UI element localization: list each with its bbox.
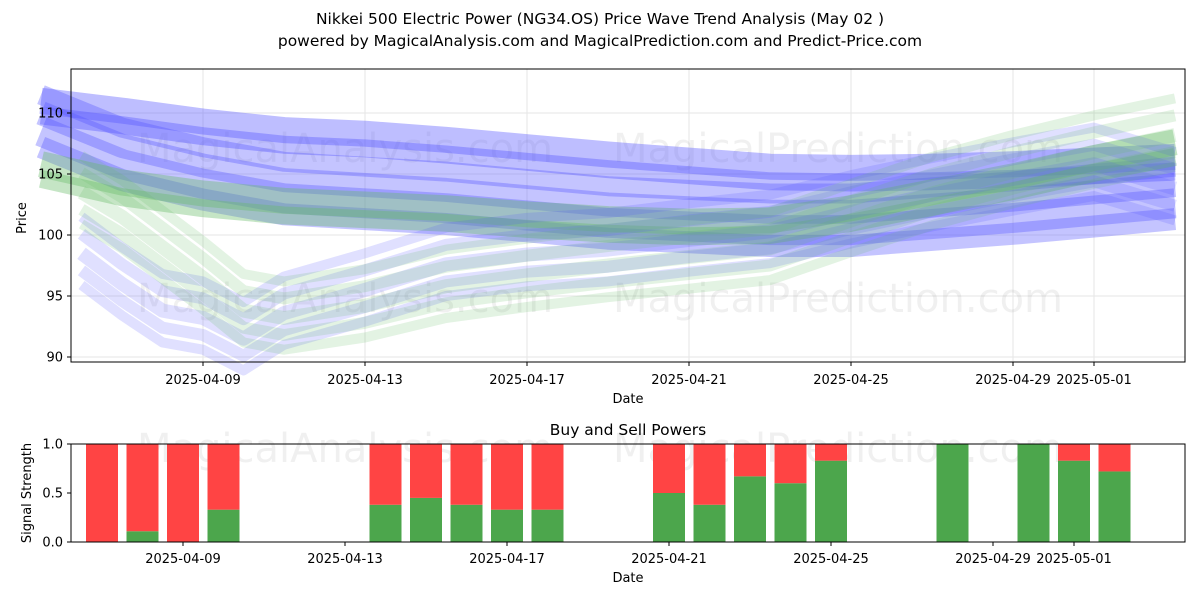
signal-chart-title: Buy and Sell Powers — [550, 421, 707, 439]
price-plot-frame — [70, 68, 1186, 363]
x-tick-label: 2025-04-09 — [145, 552, 221, 567]
watermark-text: MagicalAnalysis.com — [137, 126, 553, 172]
buy-bar — [450, 504, 483, 542]
sell-bar — [410, 444, 442, 498]
wave-series-blue-1 — [36, 137, 1177, 257]
price-y-axis-label: Price — [15, 202, 30, 234]
wave-series-green-4 — [78, 109, 1177, 305]
watermark-text: MagicalPrediction.com — [613, 126, 1063, 172]
signal-bars — [86, 444, 1131, 542]
buy-bar — [1017, 444, 1050, 542]
x-tick-label: 2025-04-09 — [165, 373, 241, 388]
sell-bar — [1098, 444, 1131, 472]
wave-series-green-4 — [77, 128, 1177, 325]
sell-bar — [86, 444, 118, 542]
wave-series-blue-1 — [36, 101, 1177, 224]
wave-series-green-4 — [78, 161, 1177, 355]
x-tick-label: 2025-04-21 — [651, 373, 727, 388]
buy-bar — [1098, 471, 1131, 542]
buy-bar — [491, 509, 523, 542]
sell-bar — [815, 444, 847, 461]
sell-bar — [369, 444, 402, 505]
x-tick-label: 2025-04-25 — [793, 552, 869, 567]
y-tick-label: 0.0 — [42, 536, 63, 551]
sell-bar — [1058, 444, 1090, 461]
price-x-axis-label: Date — [612, 392, 643, 407]
buy-bar — [653, 493, 685, 542]
wave-series-blue-3 — [77, 175, 1177, 362]
buy-bar — [126, 531, 159, 542]
buy-bar — [207, 509, 240, 542]
wave-series-blue-3 — [78, 191, 1177, 376]
buy-bar — [693, 504, 726, 542]
x-tick-label: 2025-04-29 — [955, 552, 1031, 567]
wave-series-green-4 — [78, 146, 1177, 341]
x-tick-label: 2025-05-01 — [1036, 552, 1112, 567]
y-tick-label: 95 — [46, 290, 63, 305]
sell-bar — [531, 444, 564, 510]
sell-bar — [653, 444, 685, 493]
sell-bar — [167, 444, 199, 542]
buy-bar — [734, 476, 766, 542]
wave-series-blue-0 — [39, 106, 1176, 192]
wave-series-blue-1 — [37, 85, 1176, 204]
price-axis-ticks: 2025-04-09 2025-04-13 2025-04-17 2025-04-21… — [38, 107, 1132, 389]
wave-series-blue-1 — [35, 117, 1177, 246]
buy-bar — [774, 483, 807, 542]
wave-series-blue-0 — [39, 87, 1176, 181]
watermark-text: MagicalAnalysis.com — [137, 276, 553, 322]
price-grid — [71, 69, 1185, 362]
wave-series-blue-3 — [77, 138, 1177, 326]
buy-bar — [936, 444, 969, 542]
signal-y-axis-label: Signal Strength — [20, 443, 35, 543]
x-tick-label: 2025-04-13 — [307, 552, 383, 567]
sell-bar — [450, 444, 483, 505]
sell-bar — [774, 444, 807, 484]
buy-bar — [815, 460, 847, 542]
sell-bar — [734, 444, 766, 477]
x-tick-label: 2025-04-21 — [631, 552, 707, 567]
buy-bar — [369, 504, 402, 542]
buy-bar — [531, 509, 564, 542]
buy-bar — [410, 497, 442, 542]
y-tick-label: 110 — [38, 107, 63, 122]
wave-series-green-2 — [38, 129, 1178, 235]
buy-bar — [1058, 460, 1090, 542]
price-watermarks: MagicalAnalysis.com MagicalPrediction.com… — [137, 126, 1063, 322]
y-tick-label: 0.5 — [42, 487, 63, 502]
y-tick-label: 90 — [46, 351, 63, 366]
wave-series-blue-3 — [77, 157, 1178, 346]
chart-subtitle: powered by MagicalAnalysis.com and Magic… — [277, 32, 923, 50]
signal-x-axis-label: Date — [612, 571, 643, 586]
y-tick-label: 100 — [38, 229, 63, 244]
watermark-text: MagicalPrediction.com — [613, 276, 1063, 322]
sell-bar — [126, 444, 159, 532]
x-tick-label: 2025-04-29 — [975, 373, 1051, 388]
x-tick-label: 2025-04-13 — [327, 373, 403, 388]
y-tick-label: 1.0 — [42, 438, 63, 453]
sell-bar — [207, 444, 240, 510]
sell-bar — [693, 444, 726, 505]
price-waves — [35, 85, 1178, 376]
signal-axis-ticks: 2025-04-09 2025-04-13 2025-04-17 2025-04-21… — [42, 438, 1111, 568]
chart-title: Nikkei 500 Electric Power (NG34.OS) Pric… — [315, 10, 885, 28]
x-tick-label: 2025-05-01 — [1056, 373, 1132, 388]
watermark-text: MagicalAnalysis.com — [137, 426, 553, 472]
wave-series-blue-3 — [78, 122, 1177, 308]
sell-bar — [491, 444, 523, 510]
x-tick-label: 2025-04-17 — [469, 552, 545, 567]
wave-series-green-4 — [78, 93, 1177, 287]
x-tick-label: 2025-04-25 — [813, 373, 889, 388]
wave-series-green-2 — [39, 148, 1177, 246]
y-tick-label: 105 — [38, 168, 63, 183]
x-tick-label: 2025-04-17 — [489, 373, 565, 388]
